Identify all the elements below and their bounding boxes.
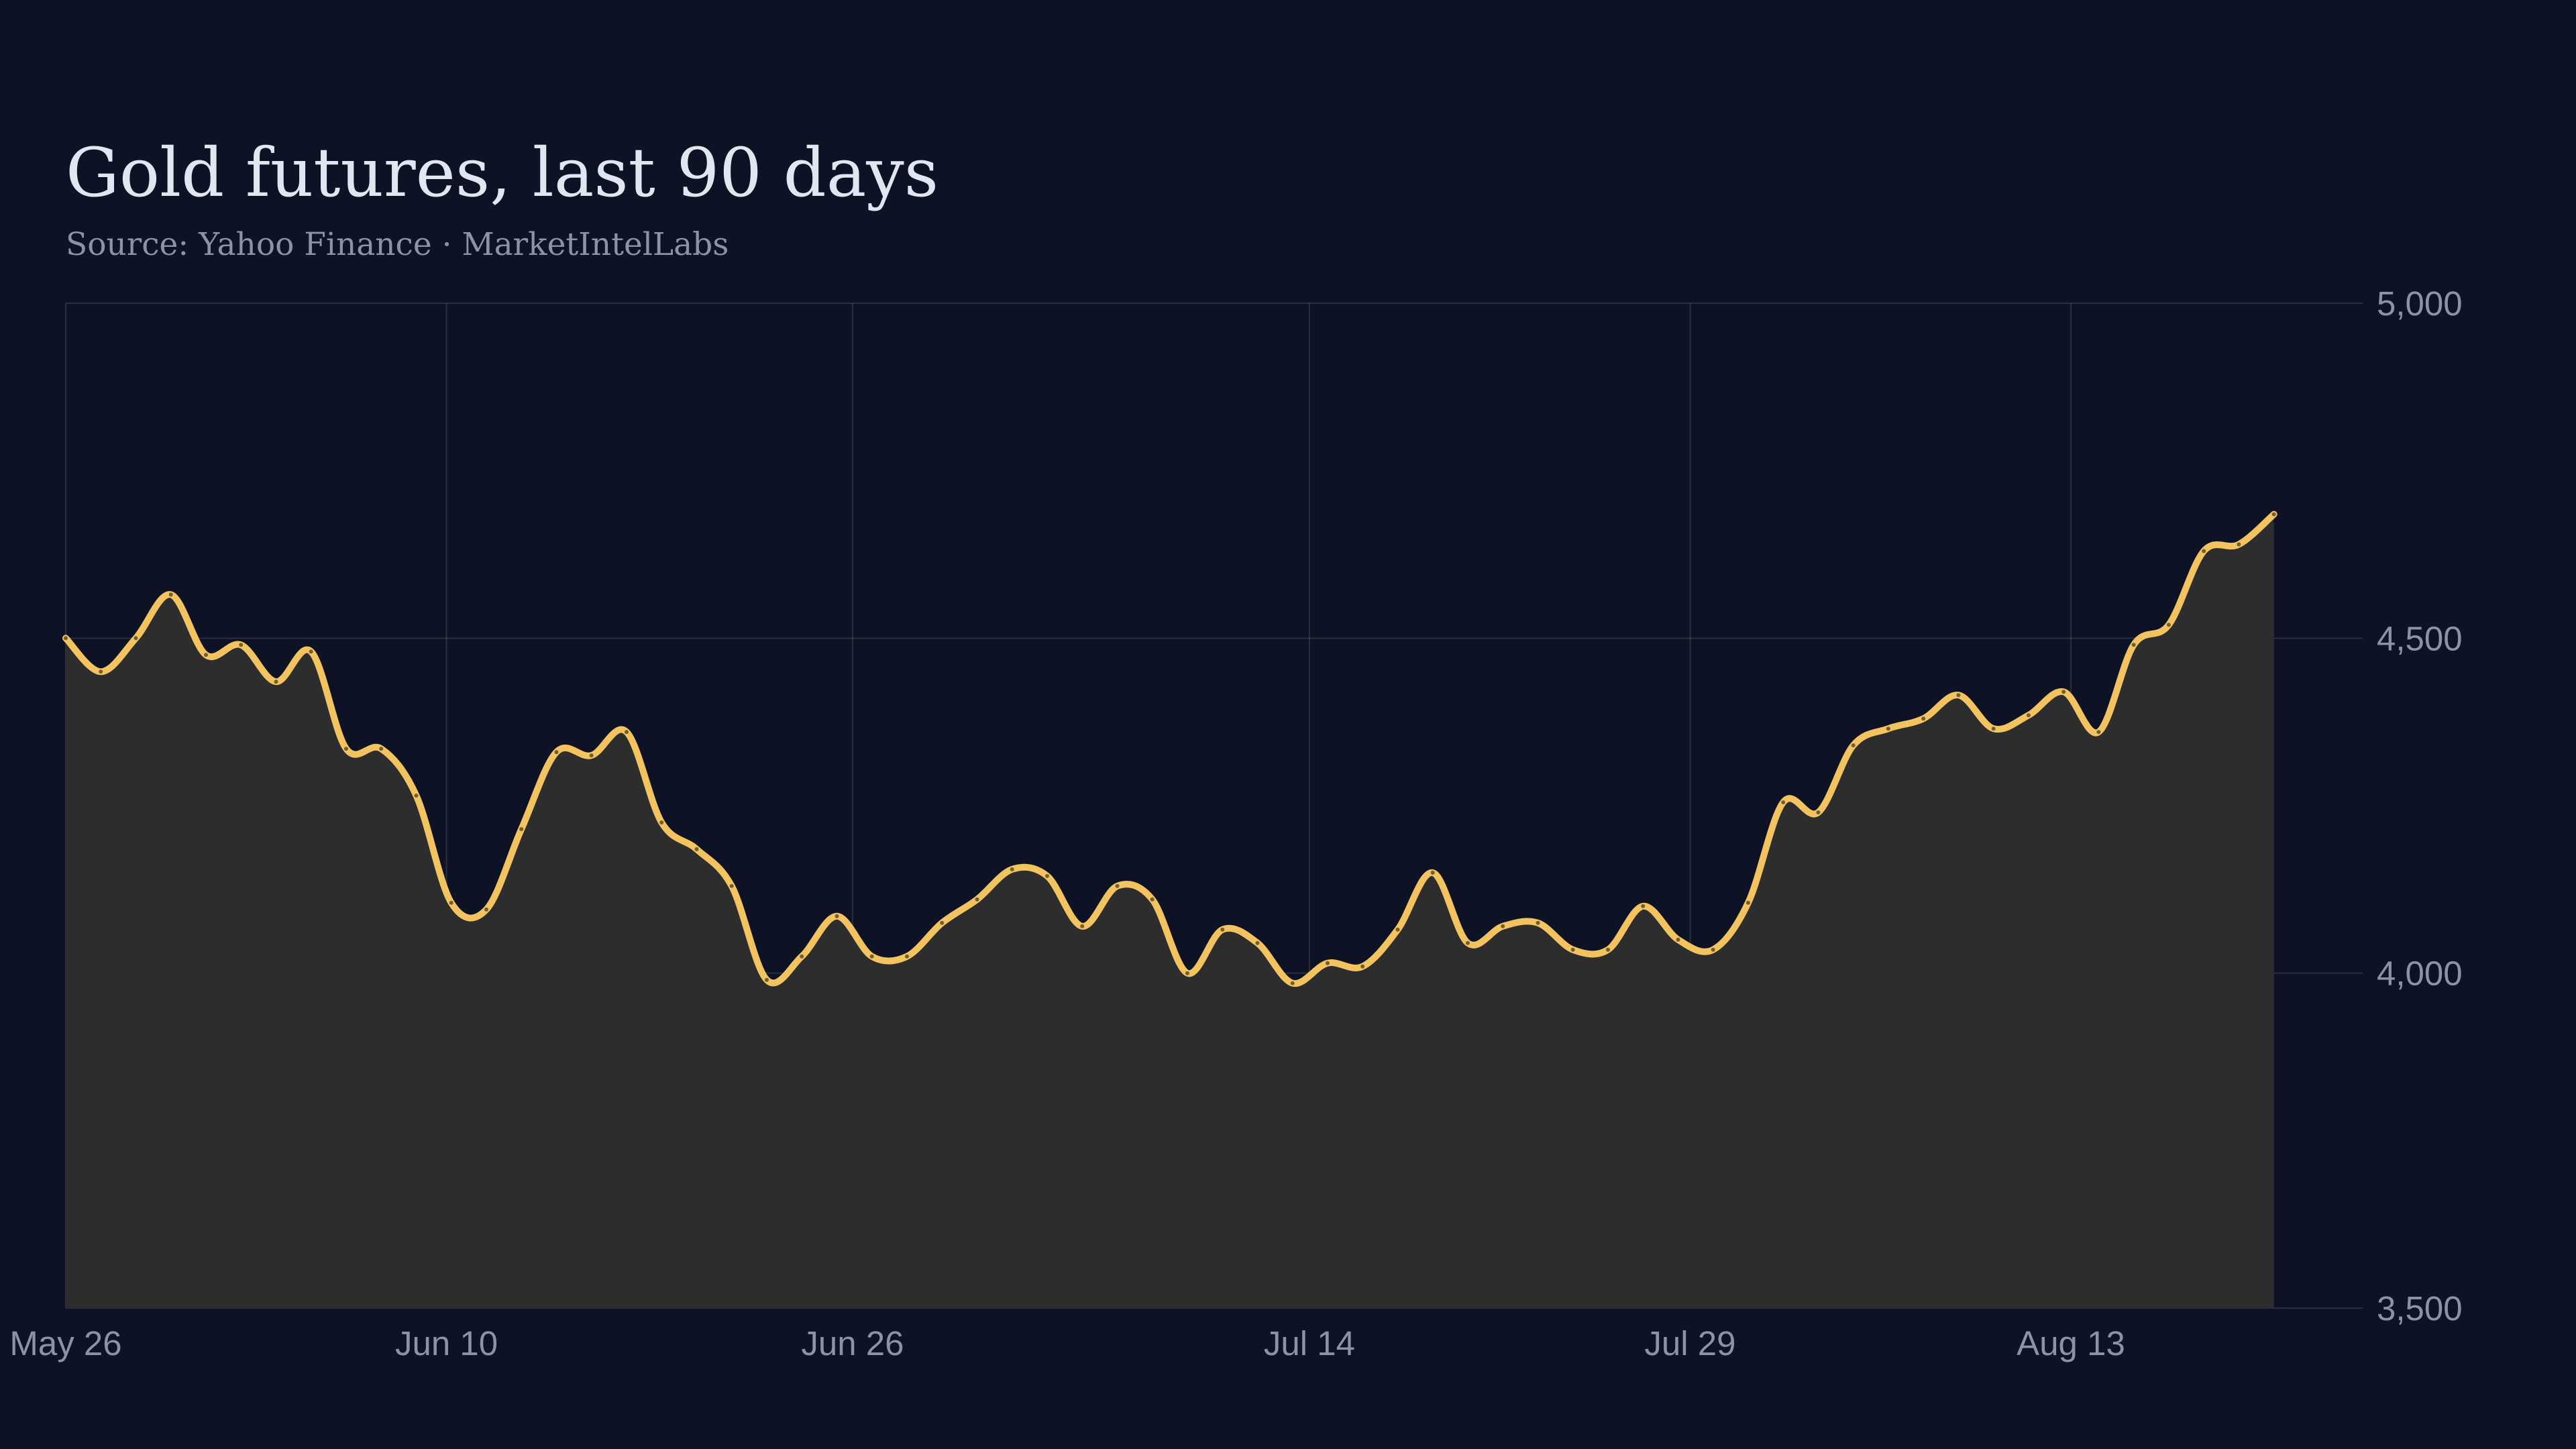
data-point [309,649,313,654]
data-point [2096,730,2101,735]
data-point [1501,924,1505,928]
data-point [1991,727,1996,731]
data-point [239,643,244,647]
y-tick-label: 3,500 [2377,1289,2463,1328]
y-tick-label: 4,000 [2377,955,2463,993]
x-tick-label: Jul 29 [1644,1324,1735,1362]
x-tick-label: Jun 10 [395,1324,498,1362]
data-point [519,827,524,831]
data-point [449,900,453,905]
data-point [659,820,664,824]
data-point [2166,623,2171,627]
data-point [694,847,699,851]
data-point [1326,961,1330,965]
chart-subtitle: Source: Yahoo Finance · MarketIntelLabs [66,226,729,263]
data-point [1395,927,1400,932]
data-point [800,954,804,959]
data-point [1676,937,1680,942]
data-point [204,653,208,657]
x-tick-label: Jul 14 [1264,1324,1355,1362]
data-point [1711,947,1715,952]
x-tick-label: May 26 [9,1324,121,1362]
data-point [379,747,384,751]
data-point [1150,897,1155,902]
data-point [1606,947,1610,952]
data-point [589,753,594,758]
data-point [1956,693,1961,698]
data-point [1360,964,1365,969]
x-tick-label: Aug 13 [2017,1324,2125,1362]
data-point [1080,924,1085,928]
data-point [1641,904,1646,908]
data-point [1886,727,1890,731]
data-point [1290,981,1295,985]
data-point [2202,549,2206,553]
data-point [1255,941,1260,945]
data-point [2131,643,2136,647]
data-point [1816,810,1821,814]
data-point [869,954,874,959]
data-point [1536,920,1540,925]
data-point [99,669,103,674]
data-point [1220,927,1225,932]
y-axis: 5,000 4,500 4,000 3,500 [2377,284,2463,1328]
data-point [1010,867,1014,871]
data-point [2026,713,2031,718]
data-point [2237,542,2241,547]
data-point [1185,971,1189,975]
series-group [62,511,2277,1308]
data-point [1115,883,1120,888]
series-area [66,514,2274,1308]
data-point [1781,800,1786,804]
data-point [484,907,488,912]
data-point [1921,716,1926,721]
data-point [168,592,173,597]
data-point [414,794,419,798]
data-point [905,954,909,959]
x-axis: May 26 Jun 10 Jun 26 Jul 14 Jul 29 Aug 13 [9,1324,2125,1362]
data-point [1045,873,1049,878]
x-tick-label: Jun 26 [801,1324,904,1362]
data-point [344,747,348,751]
data-point [835,914,839,918]
data-point [64,636,68,641]
data-point [1570,947,1575,952]
y-tick-label: 4,500 [2377,619,2463,657]
data-point [765,977,769,982]
data-point [2271,512,2276,517]
data-point [2061,690,2066,694]
data-point [1746,900,1750,905]
data-point [625,730,629,735]
y-tick-label: 5,000 [2377,284,2463,323]
data-point [274,680,278,684]
data-point [940,920,945,925]
data-point [554,750,559,755]
data-point [1430,870,1435,875]
data-point [133,636,138,641]
data-point [1851,743,1856,748]
data-point [1466,941,1470,945]
data-point [729,883,734,888]
chart-title: Gold futures, last 90 days [66,133,938,212]
data-point [975,897,979,902]
